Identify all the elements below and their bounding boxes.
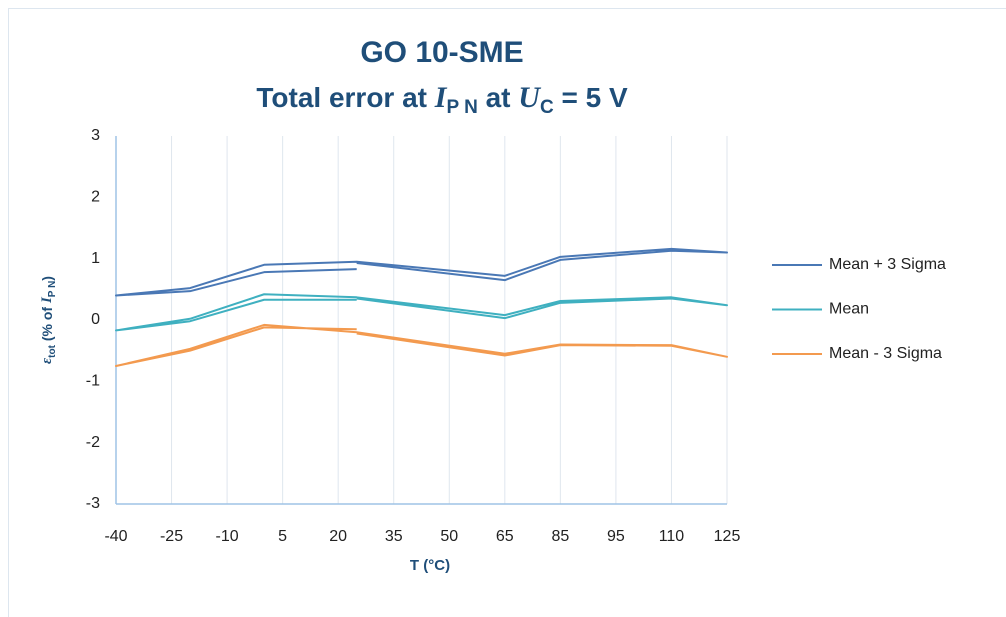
title-part: at <box>478 82 518 113</box>
title-part: I <box>434 81 448 114</box>
chart-title: GO 10-SME <box>360 36 523 69</box>
series-line <box>115 293 728 332</box>
x-axis-label: T (°C) <box>410 557 450 574</box>
x-tick-label: 85 <box>551 528 569 545</box>
x-tick-label: 20 <box>329 528 347 545</box>
series-line <box>115 323 728 367</box>
y-label-part: (% of <box>39 303 55 345</box>
title-part: U <box>518 81 541 114</box>
title-part: Total error at <box>256 82 434 113</box>
x-tick-label: 95 <box>607 528 625 545</box>
y-axis-label: εtot (% of IP N) <box>39 276 58 364</box>
y-tick-label: 0 <box>91 311 100 328</box>
y-tick-label: -1 <box>86 373 100 390</box>
legend-label: Mean - 3 Sigma <box>829 345 942 362</box>
y-tick-label: 3 <box>91 127 100 144</box>
x-tick-label: -10 <box>216 528 239 545</box>
chart-frame <box>8 8 1006 617</box>
y-tick-label: -2 <box>86 434 100 451</box>
title-part: C <box>540 97 554 118</box>
y-label-part: P N <box>47 281 58 298</box>
y-tick-label: 2 <box>91 189 100 206</box>
y-label-part: ) <box>39 276 55 281</box>
x-tick-label: 50 <box>440 528 458 545</box>
y-label-part: I <box>39 296 55 304</box>
x-tick-label: -40 <box>104 528 127 545</box>
chart-subtitle: Total error at IP N at UC = 5 V <box>256 81 628 118</box>
title-part: = 5 V <box>554 82 628 113</box>
x-tick-label: -25 <box>160 528 183 545</box>
y-label-part: ε <box>39 357 55 364</box>
y-tick-label: 1 <box>91 250 100 267</box>
x-tick-label: 65 <box>496 528 514 545</box>
y-tick-label: -3 <box>86 495 100 512</box>
legend-label: Mean <box>829 301 869 318</box>
y-label-part: tot <box>47 344 58 357</box>
x-tick-label: 35 <box>385 528 403 545</box>
legend-label: Mean + 3 Sigma <box>829 256 946 273</box>
x-tick-label: 110 <box>659 528 685 545</box>
x-tick-label: 5 <box>278 528 287 545</box>
x-tick-label: 125 <box>714 528 741 545</box>
title-part: P N <box>446 97 477 118</box>
series-line <box>115 247 728 297</box>
